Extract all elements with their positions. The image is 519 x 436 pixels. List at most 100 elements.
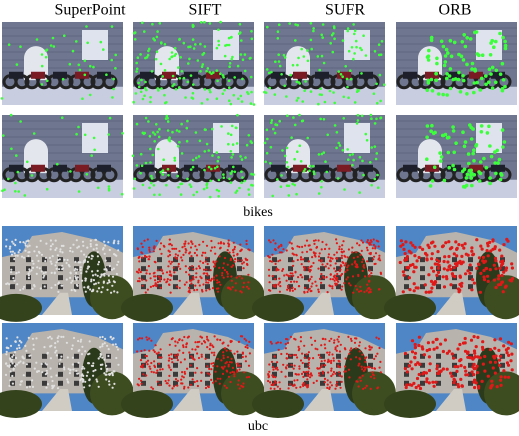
keypoint [330,361,333,365]
window [106,266,111,272]
keypoint [342,250,345,253]
keypoint [425,377,429,381]
keypoint [268,281,271,284]
keypoint [289,280,293,283]
keypoint [466,269,470,273]
keypoint [166,278,169,281]
keypoint [331,353,334,356]
keypoint [176,384,179,387]
keypoint [218,281,221,284]
keypoint [170,353,173,356]
keypoint [298,245,301,249]
keypoint [178,86,181,89]
keypoint [213,354,216,357]
keypoint [16,347,19,350]
keypoint [144,80,147,84]
keypoint [103,268,106,271]
keypoint [227,344,230,347]
keypoint [92,362,95,365]
keypoint [183,283,186,286]
keypoint [28,385,31,388]
keypoint [108,116,112,120]
keypoint [306,373,309,376]
keypoint [278,64,282,68]
keypoint [363,266,366,269]
keypoint [355,251,358,254]
keypoint [479,130,484,134]
keypoint [306,49,309,52]
keypoint [320,281,323,284]
keypoint [332,370,335,374]
window [404,275,409,281]
keypoint [452,377,456,381]
keypoint [10,147,13,151]
keypoint [465,92,469,96]
keypoint [339,274,342,277]
keypoint [494,285,498,290]
keypoint [341,285,344,288]
keypoint [31,259,34,263]
window [404,284,409,290]
keypoint [200,353,203,356]
keypoint [22,374,25,377]
keypoint [270,342,273,345]
keypoint [151,131,155,134]
keypoint [430,257,434,261]
keypoint [108,380,111,383]
keypoint [31,266,35,269]
keypoint [230,156,233,159]
keypoint [181,339,184,342]
keypoint [460,254,464,258]
keypoint [70,281,73,284]
keypoint [197,356,201,360]
keypoint [270,70,273,74]
keypoint [285,337,288,341]
keypoint [26,160,29,164]
column-header: SIFT [189,2,222,19]
keypoint [145,361,148,364]
keypoint [132,187,136,190]
keypoint [115,272,118,276]
keypoint [112,242,115,245]
keypoint [368,279,371,282]
keypoint [155,352,158,355]
keypoint [155,35,159,39]
keypoint [199,42,202,46]
keypoint [197,155,201,158]
keypoint [447,165,452,170]
keypoint [25,240,28,243]
keypoint [201,254,204,257]
keypoint [180,152,184,155]
keypoint [427,355,431,359]
keypoint [310,47,314,51]
keypoint [228,177,231,181]
keypoint [501,259,505,263]
keypoint [212,381,215,384]
keypoint [207,339,210,342]
keypoint [329,264,332,267]
keypoint [326,133,330,137]
keypoint [49,239,53,242]
keypoint [344,270,347,273]
keypoint [357,364,360,367]
keypoint [310,285,313,288]
image-panel [131,113,255,199]
keypoint [479,271,483,275]
keypoint [83,133,87,137]
keypoint [301,245,304,248]
keypoint [49,248,52,251]
window [42,257,47,263]
keypoint [23,194,27,197]
keypoint [76,372,79,375]
keypoint [58,258,61,261]
keypoint [340,248,343,251]
keypoint [276,30,280,33]
window [420,380,425,386]
keypoint [141,131,145,135]
keypoint [149,161,152,164]
keypoint [133,177,137,181]
keypoint [35,337,38,340]
keypoint [136,56,140,59]
keypoint [503,84,507,89]
